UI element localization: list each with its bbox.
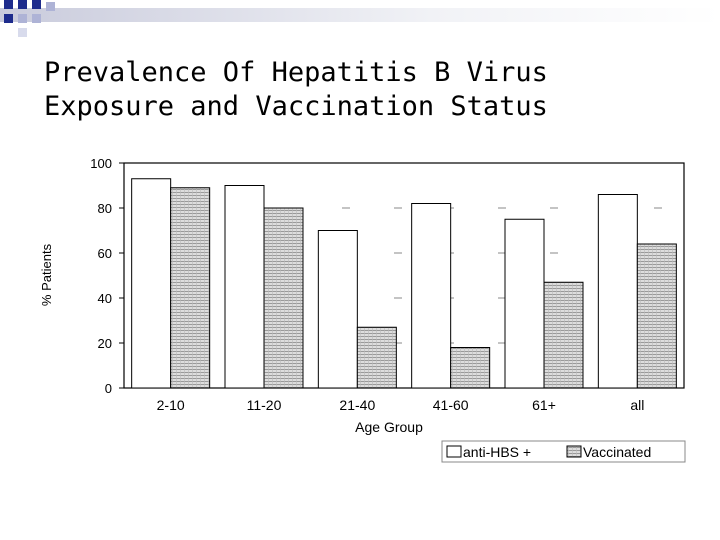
bar-vaccinated (356, 326, 397, 389)
legend-box (441, 440, 686, 463)
y-tick-label: 100 (90, 156, 112, 171)
bar-anti-hbs (597, 194, 638, 389)
bar-anti-hbs (131, 178, 172, 389)
x-tick-label: 61+ (532, 397, 556, 413)
x-tick-label: all (630, 397, 644, 413)
legend-swatch-anti-hbs (446, 445, 462, 458)
bar-vaccinated (170, 187, 211, 389)
y-tick-label: 80 (98, 201, 112, 216)
header-decoration (0, 0, 720, 37)
slide-title-line-2: Exposure and Vaccination Status (44, 91, 548, 122)
y-tick-label: 40 (98, 291, 112, 306)
x-tick-label: 11-20 (247, 397, 282, 413)
legend-swatch-vaccinated (566, 445, 582, 458)
plot-frame (123, 162, 685, 389)
y-axis-label: % Patients (39, 243, 54, 306)
y-tick-label: 20 (98, 336, 112, 351)
bar-anti-hbs (504, 218, 545, 389)
slide-title-line-1: Prevalence Of Hepatitis B Virus (44, 57, 548, 88)
legend-label-vaccinated: Vaccinated (583, 444, 651, 460)
bar-vaccinated (263, 207, 304, 389)
y-tick-label: 60 (98, 246, 112, 261)
x-tick-label: 21-40 (339, 397, 375, 413)
bar-anti-hbs (224, 185, 265, 389)
bar-vaccinated (450, 347, 491, 389)
legend-label-anti-hbs: anti-HBS + (463, 444, 531, 460)
x-axis-label: Age Group (355, 419, 423, 435)
slide-title: Prevalence Of Hepatitis B Virus Exposure… (44, 56, 684, 124)
x-tick-label: 41-60 (433, 397, 469, 413)
bar-vaccinated (543, 281, 584, 389)
y-tick-label: 0 (105, 381, 112, 396)
x-tick-label: 2-10 (157, 397, 185, 413)
bar-anti-hbs (411, 203, 452, 389)
bar-vaccinated (636, 243, 677, 389)
bar-anti-hbs (317, 230, 358, 389)
